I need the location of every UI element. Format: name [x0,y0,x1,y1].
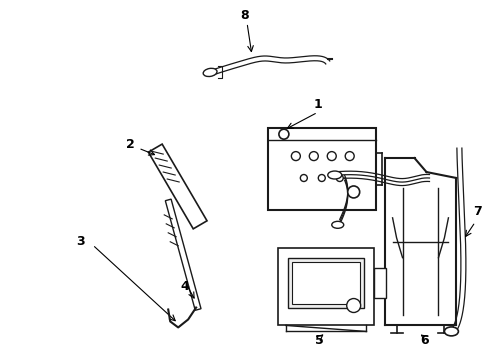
Ellipse shape [444,327,458,336]
Circle shape [348,186,360,198]
Text: 8: 8 [241,9,249,22]
Text: 7: 7 [473,205,482,218]
Bar [288,258,364,307]
Text: 4: 4 [181,280,190,293]
Circle shape [336,175,343,181]
Circle shape [347,298,361,312]
Text: 1: 1 [314,98,322,111]
Polygon shape [165,199,201,310]
Text: 2: 2 [126,138,135,151]
Ellipse shape [203,68,217,77]
Polygon shape [148,144,207,229]
Bar [292,262,360,303]
Circle shape [309,152,318,161]
Circle shape [292,152,300,161]
Bar [278,248,374,325]
Text: 3: 3 [76,235,85,248]
Bar [268,128,376,210]
Text: 5: 5 [316,334,324,347]
Circle shape [318,175,325,181]
Circle shape [345,152,354,161]
Circle shape [300,175,307,181]
Text: 6: 6 [420,334,429,347]
Ellipse shape [332,221,343,228]
Bar [374,268,386,298]
Ellipse shape [328,171,342,179]
Circle shape [279,129,289,139]
Circle shape [327,152,336,161]
